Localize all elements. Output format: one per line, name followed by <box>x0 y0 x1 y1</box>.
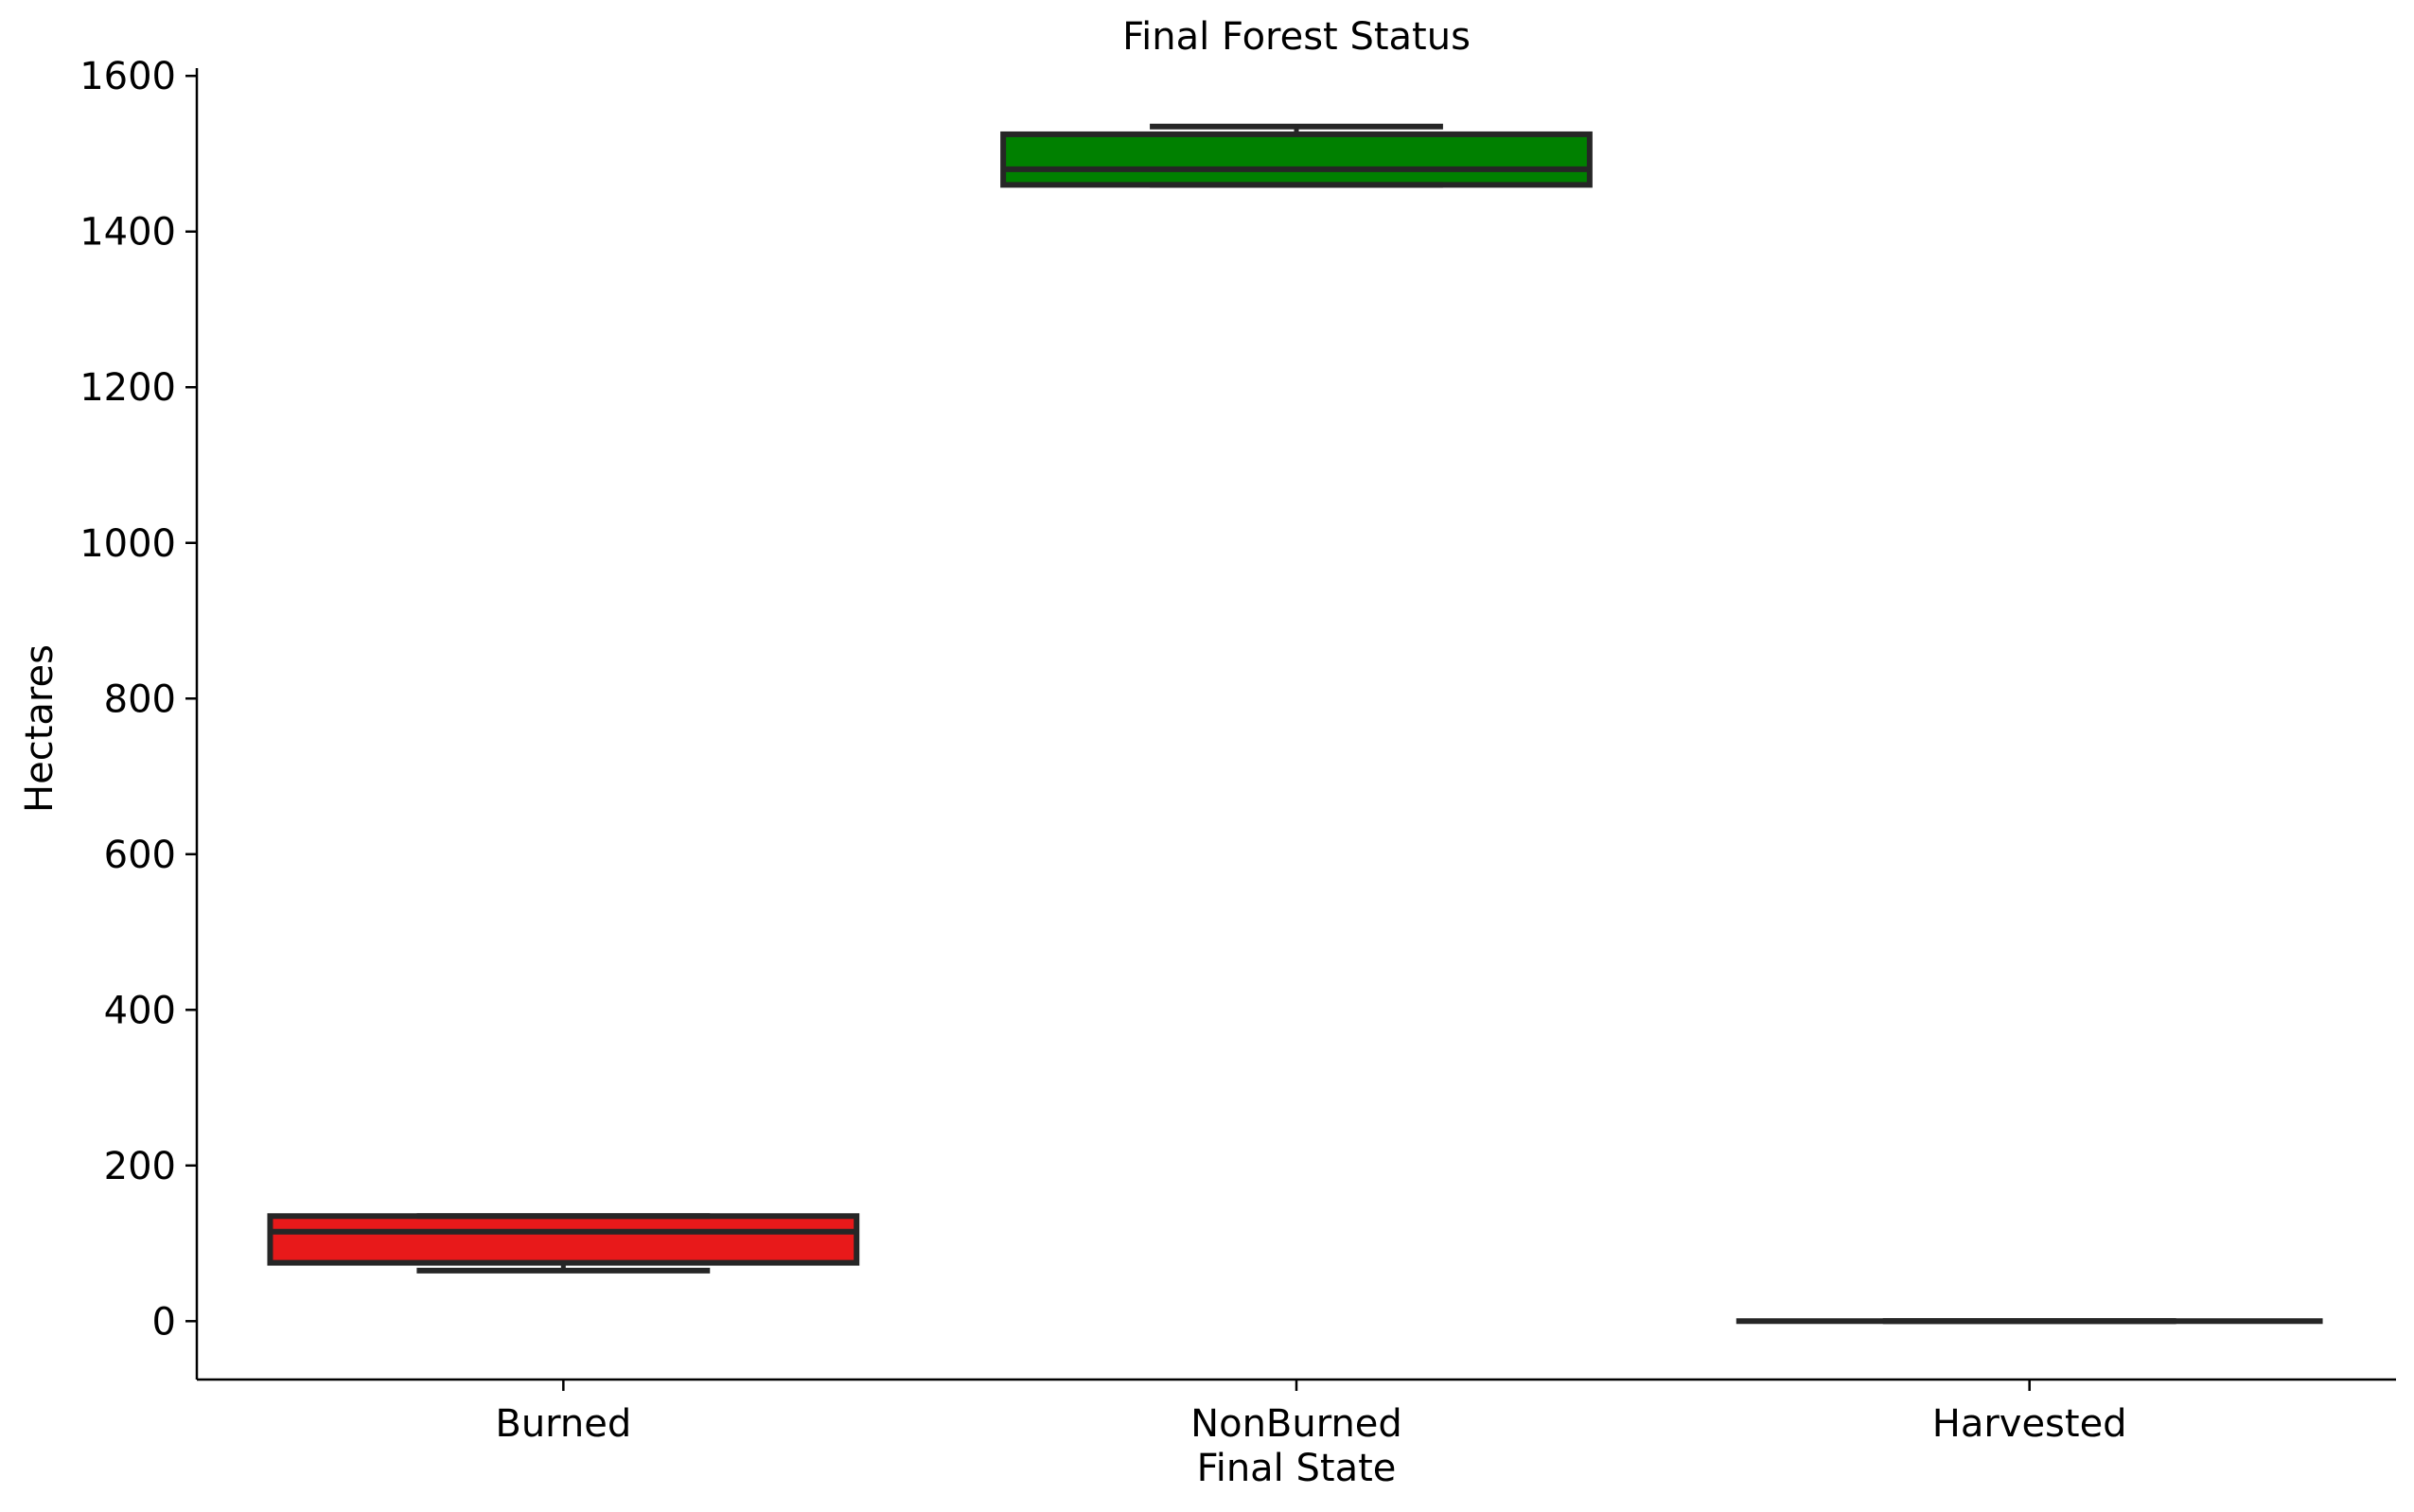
y-tick-label: 1400 <box>79 211 176 255</box>
y-tick-label: 1600 <box>79 55 176 98</box>
y-axis-label: Hectares <box>18 644 62 813</box>
y-tick-label: 400 <box>104 989 176 1032</box>
x-axis-label: Final State <box>1197 1447 1397 1490</box>
box-nonburned <box>1000 123 1593 188</box>
y-axis-ticks: 0 200 400 600 800 1000 1200 1400 1600 <box>79 55 197 1344</box>
x-axis-ticks: Burned NonBurned Harvested <box>495 1380 2127 1446</box>
box-body <box>267 1213 860 1266</box>
y-tick-label: 0 <box>152 1300 176 1344</box>
box-burned <box>267 1213 860 1274</box>
y-tick-label: 1200 <box>79 366 176 410</box>
y-tick-label: 1000 <box>79 522 176 566</box>
x-tick-label: Burned <box>495 1402 631 1446</box>
y-tick-label: 600 <box>104 834 176 877</box>
x-tick-label: NonBurned <box>1190 1402 1402 1446</box>
box-series <box>267 123 2323 1325</box>
chart-title: Final Forest Status <box>1122 15 1471 59</box>
box-body <box>1000 131 1593 188</box>
y-tick-label: 200 <box>104 1145 176 1188</box>
y-tick-label: 800 <box>104 677 176 721</box>
x-tick-label: Harvested <box>1932 1402 2127 1446</box>
